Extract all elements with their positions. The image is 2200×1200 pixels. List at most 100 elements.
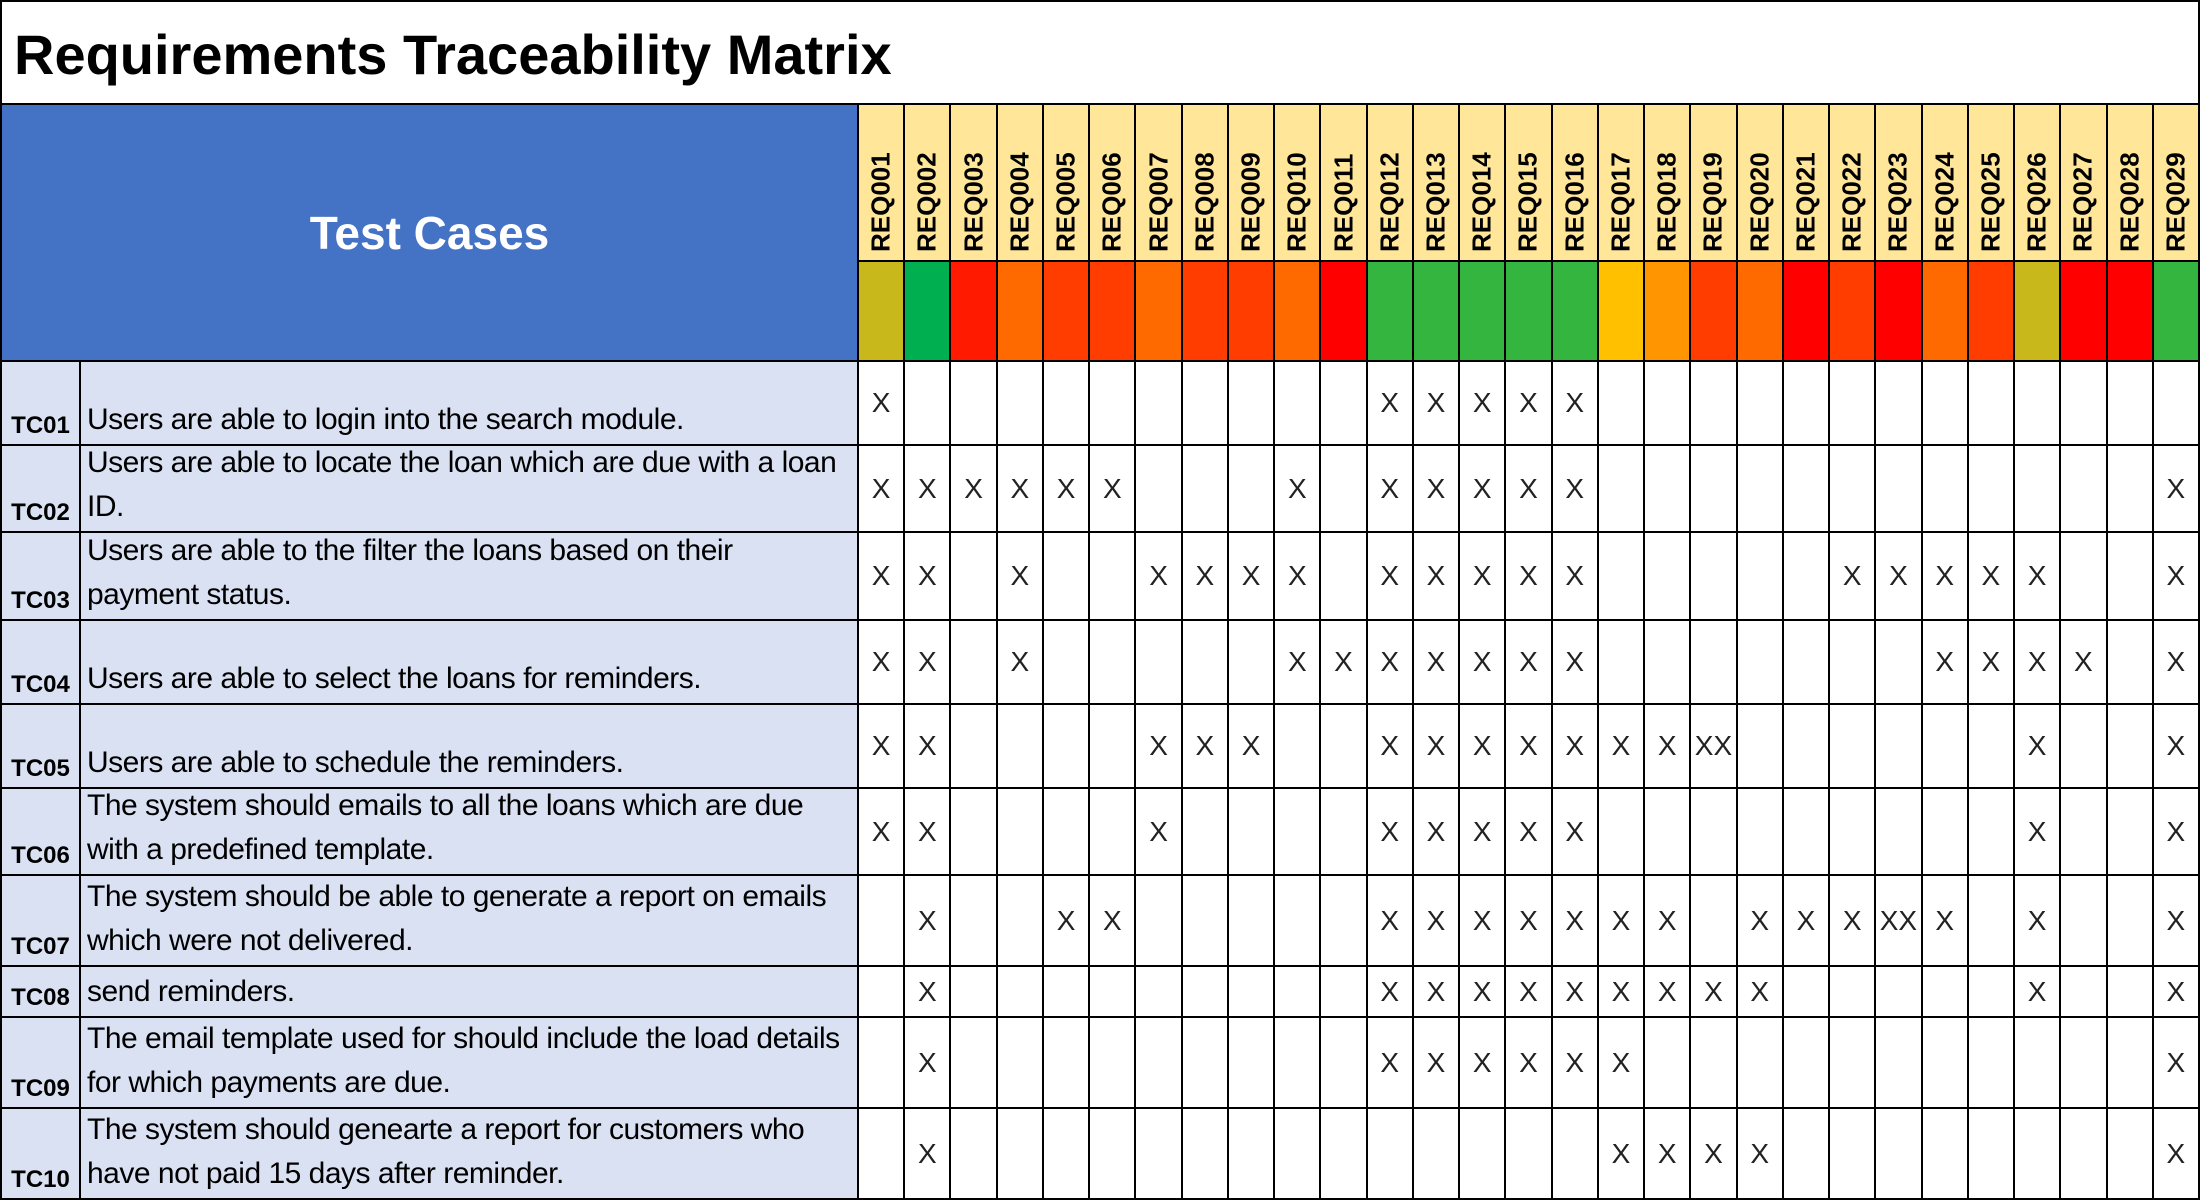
- trace-mark: X: [1472, 646, 1492, 677]
- trace-cell: [1136, 876, 1183, 967]
- trace-cell: X: [1182, 705, 1229, 789]
- status-cell: [2015, 262, 2062, 362]
- trace-cell: X: [1552, 1018, 1599, 1109]
- trace-cell: [1830, 1109, 1877, 1200]
- trace-cell: [1968, 789, 2016, 876]
- trace-cell: [2061, 876, 2108, 967]
- trace-mark: XX: [1694, 730, 1733, 761]
- status-cell: [1043, 262, 1091, 362]
- trace-cell: [1691, 1018, 1738, 1109]
- trace-mark: X: [2166, 904, 2186, 936]
- trace-cell: X: [1367, 789, 1414, 876]
- status-cell: [1136, 262, 1183, 362]
- trace-mark: X: [871, 646, 891, 677]
- test-case-text: Users are able to select the loans for r…: [81, 621, 859, 705]
- trace-cell: X: [2153, 876, 2200, 967]
- trace-cell: X: [1783, 876, 1831, 967]
- trace-mark: X: [1380, 472, 1400, 504]
- trace-mark: X: [1010, 560, 1030, 591]
- trace-mark: X: [2166, 646, 2186, 677]
- trace-mark: X: [2166, 730, 2186, 761]
- requirement-id: REQ012: [1374, 152, 1405, 252]
- requirement-header: REQ008: [1182, 105, 1229, 262]
- trace-mark: X: [2166, 1137, 2186, 1169]
- trace-cell: [997, 362, 1044, 446]
- trace-cell: X: [1922, 876, 1969, 967]
- trace-mark: X: [1380, 975, 1400, 1007]
- trace-cell: [1783, 705, 1831, 789]
- trace-cell: X: [1367, 533, 1414, 621]
- trace-cell: [2107, 621, 2154, 705]
- trace-mark: X: [918, 646, 937, 677]
- status-cell: [2061, 262, 2108, 362]
- trace-cell: [951, 967, 998, 1018]
- trace-cell: [951, 705, 998, 789]
- trace-mark: X: [1010, 646, 1030, 677]
- trace-cell: [1783, 446, 1831, 533]
- trace-mark: X: [1056, 472, 1076, 504]
- trace-cell: X: [1598, 1109, 1646, 1200]
- requirement-header: REQ024: [1922, 105, 1969, 262]
- trace-cell: X: [905, 876, 952, 967]
- trace-cell: [1090, 967, 1137, 1018]
- trace-cell: [2061, 533, 2108, 621]
- trace-mark: X: [1750, 1137, 1770, 1169]
- trace-cell: X: [1413, 621, 1461, 705]
- status-cell: [1367, 262, 1414, 362]
- trace-mark: X: [1472, 472, 1492, 504]
- trace-cell: X: [2153, 789, 2200, 876]
- trace-cell: [1830, 446, 1877, 533]
- trace-mark: X: [2027, 975, 2047, 1007]
- trace-cell: X: [905, 789, 952, 876]
- trace-cell: [1228, 446, 1276, 533]
- trace-cell: [1645, 446, 1692, 533]
- requirement-id: REQ026: [2021, 152, 2052, 252]
- trace-mark: X: [1056, 904, 1076, 936]
- trace-mark: X: [918, 1137, 937, 1169]
- trace-mark: X: [1149, 815, 1168, 847]
- trace-cell: [951, 789, 998, 876]
- requirement-id: REQ022: [1836, 152, 1867, 252]
- status-cell: [1413, 262, 1461, 362]
- trace-mark: X: [1472, 1046, 1492, 1078]
- trace-cell: [1228, 876, 1276, 967]
- trace-mark: X: [1287, 560, 1307, 591]
- requirement-id: REQ024: [1929, 152, 1960, 252]
- trace-cell: [951, 1109, 998, 1200]
- requirement-header: REQ027: [2061, 105, 2108, 262]
- test-case-text: Users are able to schedule the reminders…: [81, 705, 859, 789]
- trace-cell: X: [1136, 789, 1183, 876]
- trace-mark: X: [918, 904, 937, 936]
- trace-cell: [1182, 621, 1229, 705]
- trace-cell: X: [1506, 1018, 1553, 1109]
- trace-cell: X: [1506, 789, 1553, 876]
- trace-mark: X: [1426, 646, 1446, 677]
- trace-cell: [1182, 446, 1229, 533]
- trace-cell: X: [1090, 876, 1137, 967]
- requirement-header: REQ020: [1737, 105, 1784, 262]
- requirement-header: REQ014: [1460, 105, 1507, 262]
- trace-cell: [1090, 705, 1137, 789]
- trace-mark: X: [1889, 560, 1908, 591]
- trace-mark: X: [2027, 730, 2047, 761]
- trace-cell: X: [1228, 705, 1276, 789]
- trace-cell: [1136, 362, 1183, 446]
- trace-cell: [1598, 362, 1646, 446]
- status-cell: [1691, 262, 1738, 362]
- trace-cell: [1043, 621, 1091, 705]
- trace-cell: [1275, 1109, 1322, 1200]
- requirement-header: REQ015: [1506, 105, 1553, 262]
- trace-cell: [1783, 362, 1831, 446]
- status-cell: [951, 262, 998, 362]
- requirement-id: REQ003: [958, 152, 989, 252]
- trace-mark: X: [1565, 730, 1585, 761]
- trace-mark: X: [1704, 1137, 1723, 1169]
- trace-mark: X: [1935, 646, 1954, 677]
- trace-mark: X: [2166, 560, 2186, 591]
- trace-cell: X: [2015, 876, 2062, 967]
- trace-mark: X: [1241, 560, 1261, 591]
- requirement-id: REQ018: [1651, 152, 1682, 252]
- trace-cell: [1275, 789, 1322, 876]
- test-case-text: Users are able to login into the search …: [81, 362, 859, 446]
- trace-mark: X: [1519, 387, 1538, 418]
